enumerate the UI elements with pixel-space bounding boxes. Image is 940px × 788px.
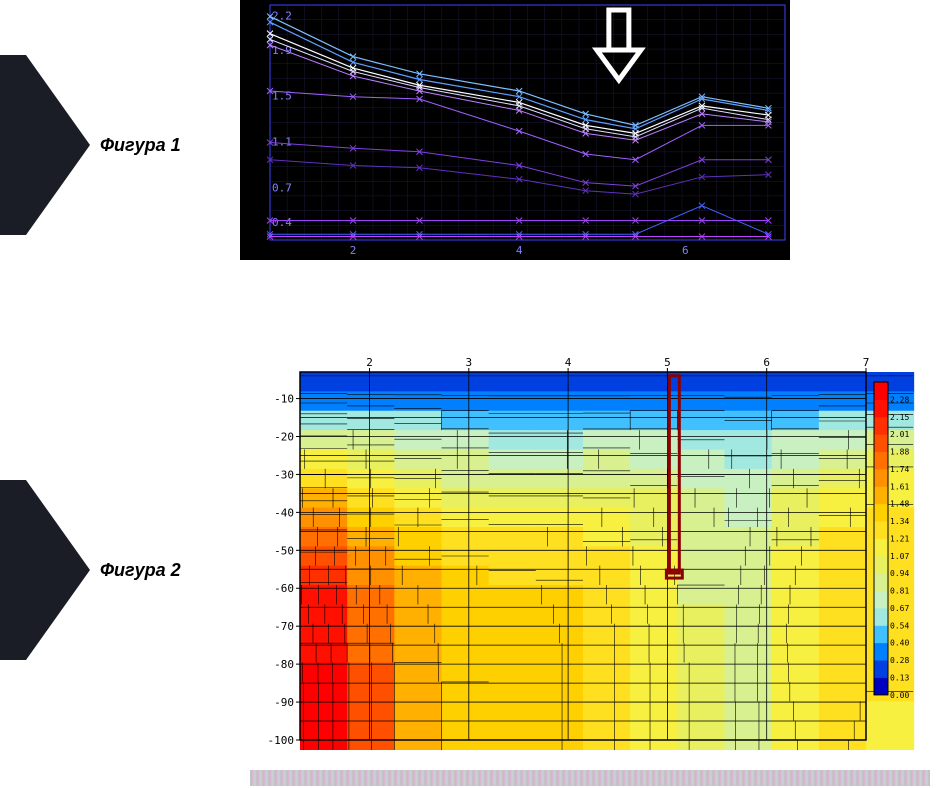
svg-text:3: 3 [465,356,472,369]
svg-text:0.28: 0.28 [890,656,909,665]
svg-text:6: 6 [763,356,770,369]
figure2-label: Фигура 2 [100,560,181,581]
svg-text:-30: -30 [274,468,294,481]
noise-strip [250,770,930,786]
svg-text:7: 7 [863,356,870,369]
svg-text:0.7: 0.7 [272,181,292,194]
svg-text:1.34: 1.34 [890,517,909,526]
svg-text:1.88: 1.88 [890,448,909,457]
svg-text:2.15: 2.15 [890,413,909,422]
svg-text:0.94: 0.94 [890,569,909,578]
figure1-chart: 0.40.71.11.51.92.2246 [240,0,790,260]
pentagon-shape [0,55,90,235]
figure2-chart: 2 3 4 5 6 7 -10 -20 -30 -40 -50 -60 -70 -80 -90 -100 0.0… [260,350,920,750]
svg-text:1.74: 1.74 [890,465,909,474]
svg-text:-60: -60 [274,582,294,595]
svg-text:1.1: 1.1 [272,136,292,149]
svg-text:1.07: 1.07 [890,552,909,561]
figure2-label-block: Фигура 2 [0,480,220,660]
svg-text:-10: -10 [274,393,294,406]
figure1-label-block: Фигура 1 [0,55,220,235]
svg-text:5: 5 [664,356,671,369]
svg-text:4: 4 [565,356,572,369]
svg-text:4: 4 [516,244,523,257]
svg-text:0.13: 0.13 [890,673,909,682]
svg-text:0.54: 0.54 [890,621,909,630]
figure1-label: Фигура 1 [100,135,181,156]
svg-text:-50: -50 [274,544,294,557]
svg-text:2.2: 2.2 [272,9,292,22]
svg-text:1.21: 1.21 [890,534,909,543]
svg-text:0.67: 0.67 [890,604,909,613]
svg-text:6: 6 [682,244,689,257]
svg-text:0.00: 0.00 [890,691,909,700]
svg-text:1.61: 1.61 [890,482,909,491]
svg-text:-40: -40 [274,506,294,519]
svg-text:-90: -90 [274,696,294,709]
svg-text:2: 2 [350,244,357,257]
svg-text:-100: -100 [268,734,295,747]
svg-text:-20: -20 [274,430,294,443]
svg-text:0.40: 0.40 [890,639,909,648]
svg-text:1.48: 1.48 [890,500,909,509]
pentagon-shape [0,480,90,660]
svg-text:0.4: 0.4 [272,216,292,229]
svg-text:-70: -70 [274,620,294,633]
svg-text:2.28: 2.28 [890,395,909,404]
svg-text:2.01: 2.01 [890,430,909,439]
svg-text:1.9: 1.9 [272,44,292,57]
svg-text:0.81: 0.81 [890,587,909,596]
svg-text:-80: -80 [274,658,294,671]
svg-text:2: 2 [366,356,373,369]
